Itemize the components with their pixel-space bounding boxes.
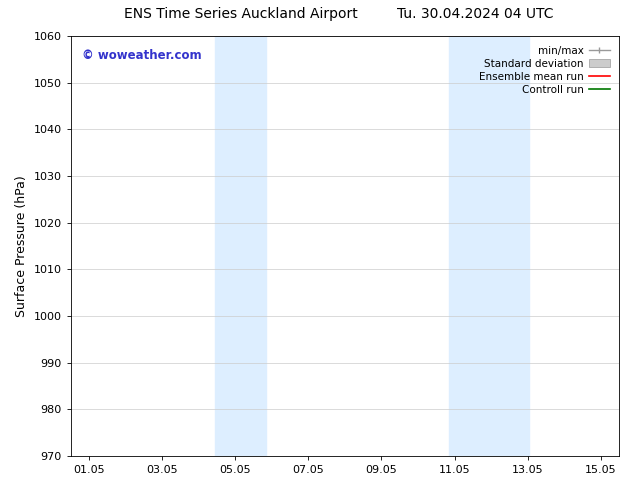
Legend: min/max, Standard deviation, Ensemble mean run, Controll run: min/max, Standard deviation, Ensemble me… <box>475 41 614 99</box>
Text: Tu. 30.04.2024 04 UTC: Tu. 30.04.2024 04 UTC <box>398 7 553 22</box>
Text: © woweather.com: © woweather.com <box>82 49 202 62</box>
Text: ENS Time Series Auckland Airport: ENS Time Series Auckland Airport <box>124 7 358 22</box>
Bar <box>215 36 266 456</box>
Bar <box>449 36 529 456</box>
Y-axis label: Surface Pressure (hPa): Surface Pressure (hPa) <box>15 175 28 317</box>
